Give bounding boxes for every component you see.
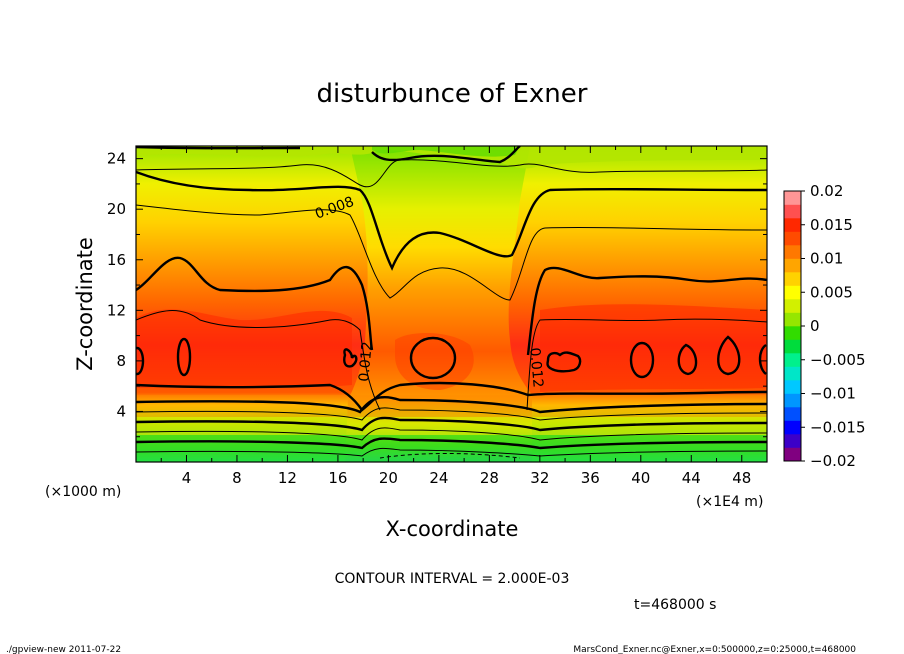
contour-line-thin: [136, 159, 767, 188]
colorbar-tick-label: 0.005: [810, 283, 853, 301]
field-bottom-green: [136, 435, 767, 462]
field-gap-region: [345, 146, 532, 462]
colorbar-tick-label: −0.015: [810, 418, 866, 436]
contour-line-thick: [136, 146, 301, 150]
contour-interval-text: CONTOUR INTERVAL = 2.000E-03: [335, 571, 570, 587]
colorbar-swatch: [784, 299, 801, 313]
contour-closed: [343, 348, 358, 368]
x-tick-label: 12: [278, 469, 297, 487]
y-axis: 4 8 12 16 20 24: [107, 150, 767, 463]
colorbar-swatch: [784, 204, 801, 219]
colorbar-tick-label: 0: [810, 317, 820, 335]
colorbar-swatch: [784, 218, 801, 232]
contour-line-thick: [136, 437, 767, 450]
field-core-right: [540, 304, 767, 392]
contour-line-thick: [136, 256, 374, 351]
colorbar: [784, 191, 801, 462]
colorbar-swatch: [784, 407, 801, 421]
field-core-left: [136, 309, 352, 388]
contour-closed: [409, 336, 457, 380]
colorbar-swatch: [784, 285, 801, 300]
x-tick-label: 4: [182, 469, 192, 487]
x-tick-label: 40: [631, 469, 650, 487]
contour-closed: [717, 335, 741, 376]
contour-line-thick: [371, 146, 521, 164]
x-axis-unit-left: (×1000 m): [45, 484, 121, 500]
contour-closed: [176, 337, 192, 377]
plot-area: 0.008 0.012 0.012: [136, 146, 767, 462]
colorbar-swatch: [784, 380, 801, 394]
x-tick-label: 8: [232, 469, 242, 487]
contour-line-thick: [136, 170, 767, 271]
contour-line-thin: [136, 447, 767, 457]
colorbar-swatch: [784, 447, 801, 462]
y-tick-label: 20: [107, 200, 126, 218]
field-bottom-yellow: [136, 417, 767, 435]
contour-line-thick: [136, 395, 767, 414]
colorbar-swatch: [784, 339, 801, 354]
contour-line-thick: [526, 266, 767, 356]
footer-left: ./gpview-new 2011-07-22: [6, 645, 121, 654]
x-tick-label: 32: [530, 469, 549, 487]
colorbar-swatch: [784, 245, 801, 259]
contour-line-thick: [136, 381, 767, 412]
x-tick-label: 24: [429, 469, 448, 487]
colorbar-tick-label: −0.005: [810, 351, 866, 369]
colorbar-swatch: [784, 231, 801, 246]
x-tick-label: 36: [581, 469, 600, 487]
x-axis-title: X-coordinate: [386, 517, 519, 541]
x-tick-label: 16: [328, 469, 347, 487]
footer-right: MarsCond_Exner.nc@Exner,x=0:500000,z=0:2…: [573, 645, 856, 654]
y-tick-label: 8: [116, 352, 126, 370]
colorbar-swatch: [784, 326, 801, 340]
colorbar-tick-label: 0.02: [810, 182, 843, 200]
colorbar-swatch: [784, 366, 801, 381]
colorbar-swatch: [784, 258, 801, 273]
contour-label: 0.012: [356, 341, 375, 382]
y-tick-label: 4: [116, 402, 126, 420]
colorbar-tick-label: 0.015: [810, 216, 853, 234]
contour-line-dashed: [379, 453, 521, 459]
contour-closed: [546, 351, 582, 373]
y-tick-label: 24: [107, 150, 126, 168]
contour-line-thin: [136, 427, 767, 441]
colorbar-swatch: [784, 420, 801, 435]
time-text: t=468000 s: [634, 597, 716, 613]
contour-label: 0.012: [526, 347, 545, 388]
contour-line-thin: [136, 407, 767, 421]
colorbar-tick-label: −0.01: [810, 385, 856, 403]
contour-line-thin: [136, 204, 767, 301]
contour-line-thin: [136, 310, 381, 411]
colorbar-swatch: [784, 393, 801, 408]
colorbar-swatch: [784, 312, 801, 327]
contour-line-thick: [136, 416, 767, 432]
chart-title: disturbunce of Exner: [317, 79, 588, 109]
colorbar-swatch: [784, 353, 801, 367]
x-axis: 4 8 12 16 20 24 28 32 36 40 44 48: [135, 146, 768, 487]
field-top-band-2: [372, 146, 520, 157]
x-tick-label: 28: [480, 469, 499, 487]
colorbar-swatch: [784, 272, 801, 286]
field-bottom-orange: [136, 395, 767, 417]
colorbar-ticks: 0.02 0.015 0.01 0.005 0 −0.005 −0.01 −0.015 −0.0…: [801, 182, 866, 470]
x-tick-label: 44: [682, 469, 701, 487]
x-axis-unit-right: (×1E4 m): [696, 494, 763, 510]
contour-closed: [758, 343, 767, 375]
x-tick-label: 20: [379, 469, 398, 487]
contour-closed: [629, 341, 655, 379]
colorbar-swatch: [784, 434, 801, 448]
contour-closed: [677, 343, 698, 376]
y-tick-label: 12: [107, 301, 126, 319]
x-tick-label: 48: [732, 469, 751, 487]
y-axis-title: Z-coordinate: [73, 237, 97, 371]
contour-line-thin: [526, 318, 767, 411]
contour-lines: [136, 146, 767, 459]
colorbar-tick-label: −0.02: [810, 452, 856, 470]
colorbar-tick-label: 0.01: [810, 250, 843, 268]
colorbar-swatch: [784, 191, 801, 205]
plot-frame: [135, 145, 768, 463]
y-tick-label: 16: [107, 251, 126, 269]
